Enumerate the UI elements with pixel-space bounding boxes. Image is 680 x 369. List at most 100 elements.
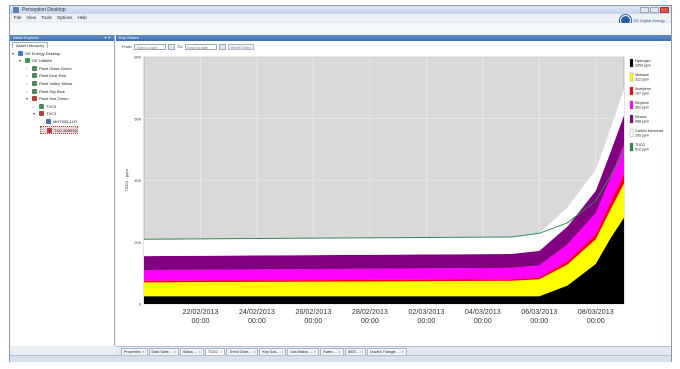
tab-asset-hierarchy[interactable]: Asset Hierarchy [12,42,49,48]
tree-item-label: Plant Sky Blue [39,88,66,94]
x-tick-time: 00:00 [530,316,548,325]
legend-swatch [629,72,634,82]
close-tab-icon[interactable]: × [338,350,341,354]
tree-item[interactable]: › Plant Dust Red [26,73,66,79]
expander-icon[interactable]: › [26,88,28,94]
maximize-button[interactable] [650,7,659,13]
x-tick-label: 26/02/2013 [295,307,331,316]
menu-options[interactable]: Options [56,15,73,20]
menu-help[interactable]: Help [77,15,87,20]
menu-file[interactable]: File [14,15,22,20]
x-tick-time: 00:00 [361,316,379,325]
globe-icon [18,50,23,56]
tree-item-label: Plant Valley Yellow [39,80,73,86]
tree-item[interactable]: MHT505-1LR [40,118,77,124]
y-tick-label: 600 [134,116,141,121]
to-label: To: [177,44,183,49]
from-calendar-icon[interactable] [168,43,176,50]
expander-icon[interactable]: ▾ [26,96,29,102]
close-tab-icon[interactable]: × [198,350,202,354]
document-tab-strip: Properties × Data Table... × Status ... × TDCG… [116,346,671,357]
expander-icon[interactable]: › [26,73,28,79]
tree-item-label: Plant Glass Green [39,65,72,71]
menu-bar: File View Tools Options Help [10,14,671,21]
sensor-icon [47,127,52,133]
expander-icon[interactable]: › [26,65,28,71]
transformer-icon [32,80,37,86]
minimize-button[interactable] [640,7,649,13]
legend-label: Ethylene [635,101,649,105]
legend-label: Ethane [635,115,646,119]
from-date-input[interactable]: Select a date [134,43,167,50]
sensor-icon [46,118,51,124]
close-tab-icon[interactable]: × [360,350,364,354]
tree-item-label: Plant Dust Red [39,73,66,79]
tree-item-label: TXC-509936 [54,127,77,133]
tree-item[interactable]: TXC-509936 [40,126,78,134]
tree-item-label: Plant Sea Green [39,96,69,102]
analysis-panel-header: Key Gases [116,35,671,41]
close-tab-icon[interactable]: × [401,350,404,354]
legend-swatch [629,142,634,152]
tree-item[interactable]: ▾ GE Utilities [19,58,52,64]
area-hydrogen [144,217,624,304]
expander-icon[interactable]: › [33,103,35,109]
legend-label: Methane [635,73,649,77]
x-tick-time: 00:00 [417,316,435,325]
title-bar: Perception Desktop [10,6,671,14]
close-tab-icon[interactable]: × [314,350,317,354]
tree-item[interactable]: ▾ GE Energy Desktop [12,50,60,56]
expander-icon[interactable]: › [26,80,28,86]
x-tick-time: 00:00 [304,316,322,325]
tree-item-label: MHT505-1LR [53,118,78,124]
close-tab-icon[interactable]: × [220,350,223,354]
close-tab-icon[interactable]: × [142,350,145,354]
transformer-icon [32,96,37,102]
x-tick-label: 06/03/2013 [521,307,557,316]
doc-tab-label: Key Gas... [262,350,280,354]
menu-view[interactable]: View [26,15,37,20]
reset-dates-button[interactable]: Reset Dates [227,43,254,50]
close-tab-icon[interactable]: × [253,350,256,354]
date-toolbar: From: Select a date To: Select a date Re… [116,42,671,51]
close-tab-icon[interactable]: × [173,350,176,354]
menu-tools[interactable]: Tools [41,15,52,20]
x-tick-time: 00:00 [248,316,266,325]
doc-tab-label: Duval's Triangle ... [370,350,400,354]
expander-icon[interactable]: ▾ [12,50,15,56]
legend-swatch [629,100,634,110]
x-tick-label: 08/03/2013 [578,307,614,316]
tree-item[interactable]: › Plant Glass Green [26,65,72,71]
app-icon [13,7,19,13]
window-title: Perception Desktop [22,7,66,13]
expander-icon[interactable]: ▾ [19,58,22,64]
x-tick-label: 22/02/2013 [182,307,218,316]
pin-icon[interactable]: ▾ ✕ [104,35,111,40]
doc-tab-label: Gas Ratios ... [290,350,313,354]
to-calendar-icon[interactable] [218,43,226,50]
tree-item[interactable]: ▾ TXC3 [33,111,56,117]
tree-item[interactable]: › Plant Valley Yellow [26,80,72,86]
window-controls [640,7,669,13]
legend-value: 1054 ppm [635,64,651,68]
tree-item[interactable]: ▾ Plant Sea Green [26,96,69,102]
close-button[interactable] [660,7,669,13]
close-tab-icon[interactable]: × [281,350,284,354]
x-tick-time: 00:00 [191,316,209,325]
legend-swatch [629,114,634,124]
doc-tab-label: IEEE... [347,350,359,354]
legend-swatch [629,58,634,68]
asset-panel-title: Asset Explorer [13,35,40,40]
status-bar [10,355,671,362]
to-date-input[interactable]: Select a date [184,43,217,50]
legend-label: TDCG [635,143,645,147]
legend-swatch [629,128,634,138]
legend-swatch [629,86,634,96]
expander-icon[interactable]: ▾ [33,111,36,117]
tree-item[interactable]: › Plant Sky Blue [26,88,65,94]
x-tick-label: 04/03/2013 [465,307,501,316]
transformer-icon [32,65,37,71]
legend-label: Carbon Monoxide [635,129,663,133]
transformer-icon [39,111,44,117]
tree-item[interactable]: › TXC5 [33,103,56,109]
